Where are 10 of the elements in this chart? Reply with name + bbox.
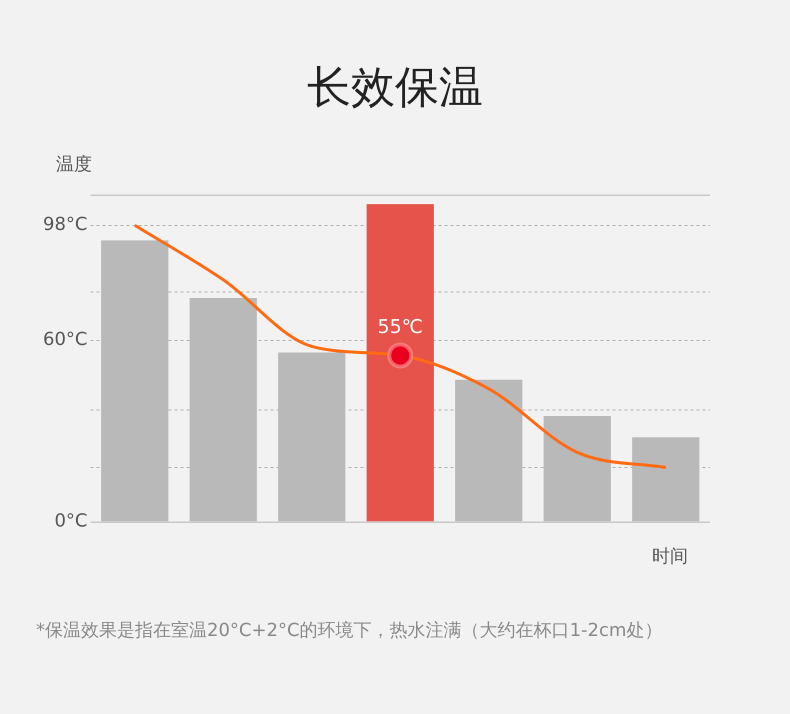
chart-title: 长效保温 xyxy=(306,61,484,115)
text: *保温效果是指在室温20°C+2°C的环境下，热水注满（大约在杯口1-2cm处） xyxy=(36,619,662,642)
x-axis-title: 时间 xyxy=(652,545,688,568)
y-tick-label: 98°C xyxy=(42,214,88,235)
y-tick-label: 0°C xyxy=(54,510,88,532)
y-axis-title: 温度 xyxy=(56,153,92,176)
line-series xyxy=(133,224,668,469)
data-label: 55℃ xyxy=(377,316,423,338)
y-tick-label: 60°C xyxy=(42,329,88,350)
bar xyxy=(366,204,434,522)
